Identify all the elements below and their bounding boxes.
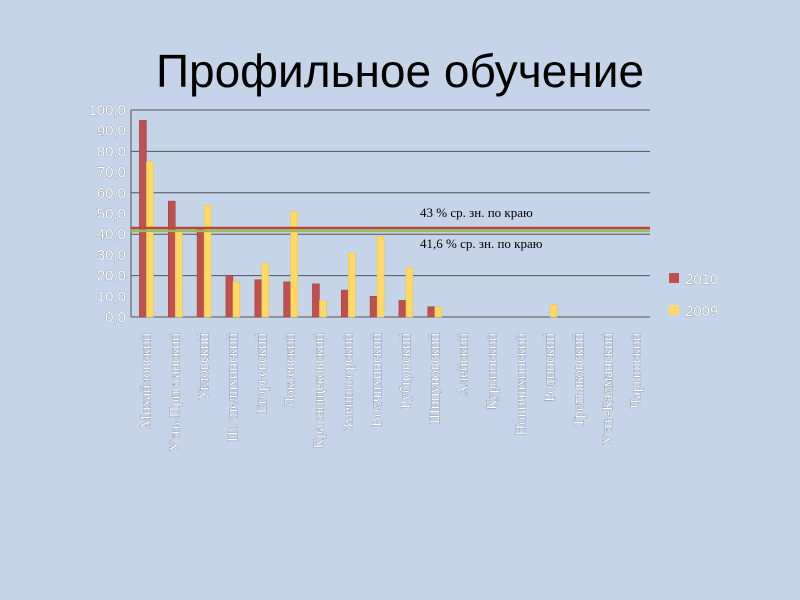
reference-line-label: 41,6 % ср. зн. по краю <box>420 236 543 251</box>
y-tick-label: 0,0 <box>105 309 126 326</box>
x-tick-label: Новичихинский <box>513 333 529 436</box>
y-tick-label: 50,0 <box>97 206 126 223</box>
y-tick-label: 20,0 <box>97 268 126 285</box>
x-tick-label: Чарышский <box>629 333 645 409</box>
x-tick-label: Алейский <box>456 333 472 396</box>
bar-2010-8 <box>369 296 378 318</box>
bar-2010-1 <box>168 200 176 318</box>
y-tick-label: 30,0 <box>97 247 126 264</box>
y-tick-label: 70,0 <box>97 164 126 181</box>
bar-2010-2 <box>196 227 205 318</box>
y-tick-label: 100,0 <box>88 102 126 119</box>
bar-2009-2 <box>203 204 212 318</box>
bar-2009-3 <box>232 281 241 318</box>
bar-2009-6 <box>319 300 327 318</box>
bar-2009-5 <box>290 211 298 318</box>
legend-swatch <box>669 305 679 315</box>
bar-2010-7 <box>341 289 349 318</box>
bar-2009-4 <box>261 262 269 318</box>
x-tick-label: Краснощековский <box>311 333 327 449</box>
bar-2009-1 <box>175 229 183 318</box>
bar-2010-10 <box>427 306 435 318</box>
bar-2010-5 <box>283 281 291 318</box>
x-tick-label: Усть-Пристанский <box>167 333 183 451</box>
page-title: Профильное обучение <box>155 45 645 97</box>
x-tick-label: Курьинский <box>484 333 500 410</box>
x-tick-label: Волчихинский <box>369 333 385 427</box>
bar-2009-7 <box>348 252 356 318</box>
x-tick-label: Угловский <box>196 333 212 400</box>
bar-2010-0 <box>139 120 147 318</box>
x-tick-label: Родинский <box>542 333 558 402</box>
legend-swatch <box>669 273 679 283</box>
x-tick-label: Егорьевский <box>254 333 270 413</box>
reference-line-label: 43 % ср. зн. по краю <box>420 205 533 220</box>
legend-label: 2009 <box>685 303 718 320</box>
y-tick-label: 40,0 <box>97 226 126 243</box>
bar-2010-4 <box>254 279 262 318</box>
x-tick-label: Шипуновский <box>427 333 443 424</box>
bar-2009-14 <box>549 304 558 318</box>
bar-2009-9 <box>405 267 414 318</box>
y-tick-label: 10,0 <box>97 288 126 305</box>
y-tick-label: 80,0 <box>97 143 126 160</box>
bar-2009-10 <box>434 306 442 318</box>
bar-2010-3 <box>225 275 234 318</box>
bar-2010-9 <box>398 300 407 318</box>
bar-2009-8 <box>376 236 385 318</box>
bar-2009-0 <box>146 161 154 318</box>
x-tick-label: Третьяковский <box>571 333 587 427</box>
x-tick-label: Локтевский <box>283 333 299 408</box>
x-tick-label: Змеиногорский <box>340 333 356 431</box>
x-tick-label: Усть-Калманский <box>600 333 616 445</box>
bar-2010-6 <box>312 283 320 318</box>
x-tick-label: Рубцовский <box>398 333 414 409</box>
x-tick-label: Поспелихинский <box>225 333 241 442</box>
y-tick-label: 90,0 <box>97 123 126 140</box>
legend-label: 2010 <box>685 271 718 288</box>
y-tick-label: 60,0 <box>97 185 126 202</box>
x-tick-label: Михайловский <box>138 333 154 428</box>
